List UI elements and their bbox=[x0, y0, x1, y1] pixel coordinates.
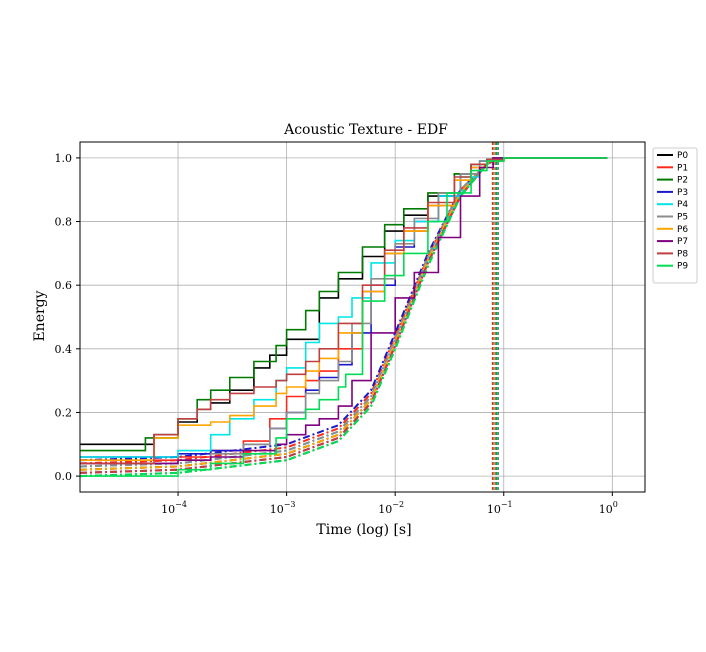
y-axis-label: Energy bbox=[32, 290, 48, 341]
y-tick-label: 0.6 bbox=[55, 279, 73, 292]
legend: P0 P1 P2 P3 P4 P5 P6 P7 P8 P9 bbox=[652, 147, 698, 284]
x-tick-label: 10−4 bbox=[161, 500, 187, 516]
legend-label: P1 bbox=[677, 163, 688, 173]
legend-label: P6 bbox=[677, 225, 688, 235]
legend-label: P2 bbox=[677, 176, 688, 186]
plot-frame bbox=[79, 141, 646, 493]
x-tick-label: 10−1 bbox=[487, 500, 513, 516]
legend-label: P7 bbox=[677, 237, 688, 247]
y-tick-label: 0.4 bbox=[55, 343, 73, 356]
legend-box bbox=[652, 147, 698, 284]
series-lines bbox=[80, 157, 608, 477]
y-tick-label: 0.8 bbox=[55, 216, 73, 229]
legend-label: P3 bbox=[677, 188, 688, 198]
axis-ticks: 10−4 10−3 10−2 10−1 100 0.0 0.2 0.4 0.6 0.8 1.0 bbox=[55, 152, 618, 516]
x-tick-label: 100 bbox=[599, 500, 618, 516]
legend-label: P5 bbox=[677, 213, 688, 223]
legend-label: P4 bbox=[677, 200, 688, 210]
x-axis-label: Time (log) [s] bbox=[316, 522, 411, 538]
reference-curve bbox=[79, 157, 500, 471]
y-tick-label: 0.2 bbox=[55, 406, 73, 419]
legend-label: P8 bbox=[677, 249, 688, 259]
legend-label: P9 bbox=[677, 262, 688, 272]
vertical-markers bbox=[491, 142, 499, 492]
reference-curve bbox=[79, 157, 500, 478]
legend-label: P0 bbox=[677, 151, 688, 161]
x-tick-label: 10−2 bbox=[378, 500, 404, 516]
series-line bbox=[80, 157, 608, 477]
y-tick-label: 0.0 bbox=[55, 470, 73, 483]
chart-title: Acoustic Texture - EDF bbox=[283, 122, 448, 138]
y-tick-label: 1.0 bbox=[55, 152, 73, 165]
series-line bbox=[80, 157, 608, 458]
x-tick-label: 10−3 bbox=[270, 500, 296, 516]
